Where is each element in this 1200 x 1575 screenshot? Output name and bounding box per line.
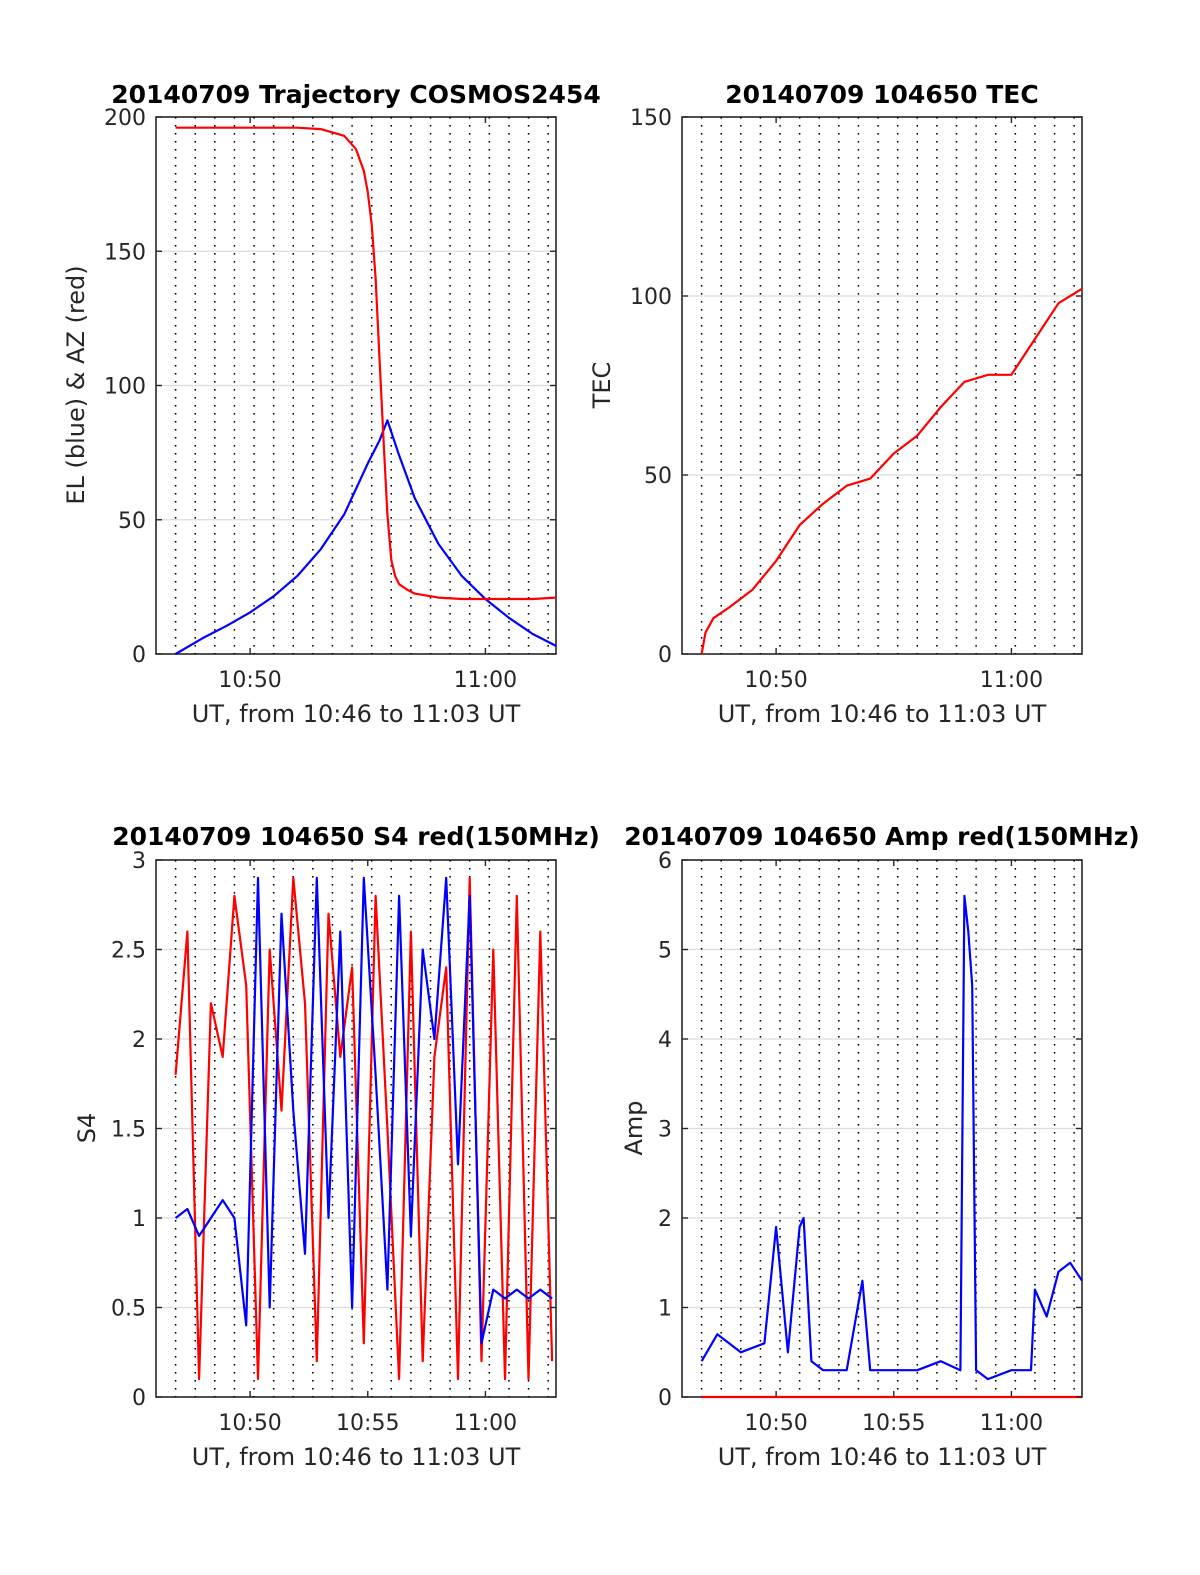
x-tick-label: 10:50 (744, 1411, 807, 1436)
y-tick-label: 6 (658, 849, 672, 874)
y-tick-label: 4 (658, 1028, 672, 1053)
series-layer (700, 287, 1083, 655)
y-tick-label: 50 (644, 464, 672, 489)
y-tick-label: 0.5 (111, 1297, 146, 1322)
y-tick-label: 2 (132, 1028, 146, 1053)
x-tick-label: 10:50 (218, 1411, 281, 1436)
x-axis-label: UT, from 10:46 to 11:03 UT (718, 700, 1047, 728)
y-tick-label: 2 (658, 1207, 672, 1232)
y-tick-label: 100 (630, 285, 672, 310)
x-tick-label: 10:55 (862, 1411, 925, 1436)
y-tick-label: 2.5 (111, 939, 146, 964)
y-tick-label: 0 (132, 643, 146, 668)
y-axis-label: EL (blue) & AZ (red) (62, 265, 90, 504)
x-tick-label: 10:50 (744, 668, 807, 693)
y-tick-label: 0 (658, 1386, 672, 1411)
y-tick-label: 50 (118, 509, 146, 534)
y-tick-label: 3 (658, 1118, 672, 1143)
x-axis-label: UT, from 10:46 to 11:03 UT (192, 700, 521, 728)
x-tick-label: 10:55 (336, 1411, 399, 1436)
y-tick-label: 150 (104, 240, 146, 265)
x-axis-label: UT, from 10:46 to 11:03 UT (718, 1443, 1047, 1471)
y-axis-label: TEC (588, 362, 616, 410)
y-axis-label: S4 (73, 1113, 101, 1144)
x-tick-label: 11:00 (454, 1411, 517, 1436)
y-tick-label: 150 (630, 106, 672, 131)
y-axis-label: Amp (620, 1100, 648, 1155)
grid-layer (682, 117, 1082, 654)
y-tick-label: 3 (132, 849, 146, 874)
panel-title: 20140709 104650 Amp red(150MHz) (624, 822, 1140, 851)
series-layer (175, 126, 557, 655)
series-line-az (175, 126, 557, 601)
x-tick-label: 10:50 (218, 668, 281, 693)
x-axis-label: UT, from 10:46 to 11:03 UT (192, 1443, 521, 1471)
tick-layer: 0 0.5 1 1.5 2 2.5 3 10:50 10:55 11:00 (111, 849, 556, 1436)
panel-s4: 20140709 104650 S4 red(150MHz) 0 0.5 1 1.5 2… (73, 822, 600, 1471)
x-tick-label: 11:00 (980, 668, 1043, 693)
plot-frame (681, 116, 1083, 655)
x-tick-label: 11:00 (454, 668, 517, 693)
y-tick-label: 100 (104, 375, 146, 400)
y-tick-label: 1 (132, 1207, 146, 1232)
y-tick-label: 5 (658, 939, 672, 964)
panel-title: 20140709 Trajectory COSMOS2454 (111, 80, 601, 109)
y-tick-label: 200 (104, 106, 146, 131)
grid-layer (156, 117, 556, 654)
series-line-400mhz (700, 894, 1083, 1381)
series-layer (174, 876, 554, 1381)
tick-layer: 0 50 100 150 10:50 11:00 (630, 106, 1082, 693)
y-tick-label: 1 (658, 1297, 672, 1322)
y-tick-label: 0 (132, 1386, 146, 1411)
panel-title: 20140709 104650 S4 red(150MHz) (112, 822, 600, 851)
series-line-s0 (700, 287, 1083, 655)
x-tick-label: 11:00 (980, 1411, 1043, 1436)
tick-layer: 0 1 2 3 4 5 6 10:50 10:55 11:00 (658, 849, 1082, 1436)
series-line-150mhz (174, 876, 554, 1381)
panel-title: 20140709 104650 TEC (725, 80, 1038, 109)
y-tick-label: 1.5 (111, 1118, 146, 1143)
panel-amp: 20140709 104650 Amp red(150MHz) 0 1 2 3 4 5 6 1… (620, 822, 1140, 1471)
series-line-400mhz (174, 876, 553, 1345)
y-tick-label: 0 (658, 643, 672, 668)
panel-trajectory: 20140709 Trajectory COSMOS2454 0 50 100 150… (62, 80, 601, 728)
grid-layer (682, 860, 1082, 1397)
tick-layer: 0 50 100 150 200 10:50 11:00 (104, 106, 556, 693)
